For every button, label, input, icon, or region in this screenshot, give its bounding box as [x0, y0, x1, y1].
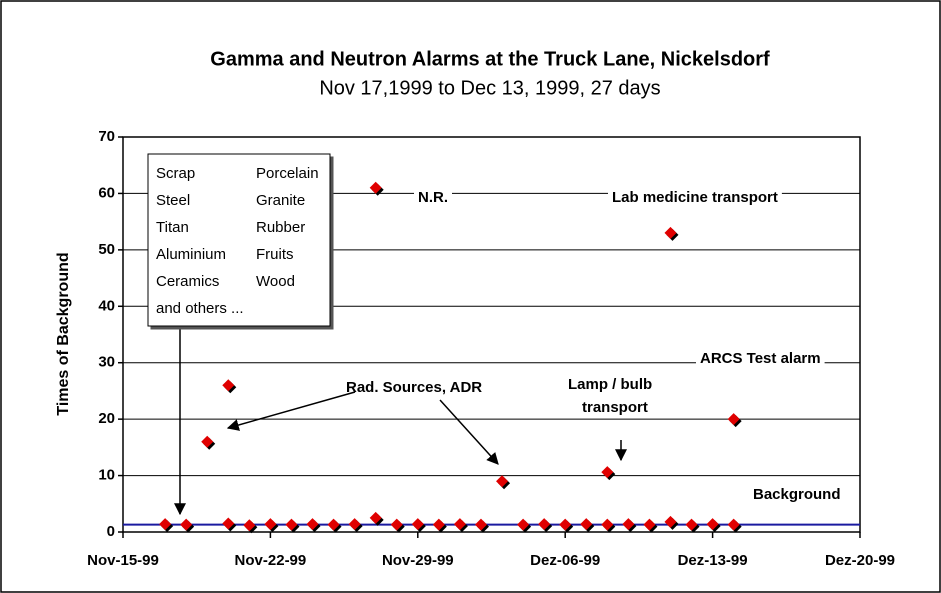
- point: [159, 518, 172, 531]
- annotation-bg: [414, 187, 452, 207]
- point: [180, 518, 193, 531]
- material: Rubber: [256, 219, 305, 236]
- point: [243, 519, 256, 532]
- point: [453, 518, 466, 531]
- x-tick-label: Dez-13-99: [678, 552, 748, 569]
- point: [348, 518, 361, 531]
- arrow: [226, 391, 356, 431]
- point: [264, 518, 277, 531]
- annotation-bg: [564, 374, 657, 394]
- material: Aluminium: [156, 246, 226, 263]
- y-tick-label: 10: [98, 467, 115, 484]
- annotation-bg: [578, 397, 652, 417]
- annotation: Rad. Sources, ADR: [346, 379, 482, 396]
- point: [432, 518, 445, 531]
- point: [369, 181, 382, 194]
- point: [727, 413, 740, 426]
- material: Ceramics: [156, 273, 219, 290]
- point: [559, 518, 572, 531]
- annotation: transport: [582, 399, 648, 416]
- annotation: Lamp / bulb: [568, 376, 652, 393]
- material: Granite: [256, 192, 305, 209]
- point: [369, 511, 382, 524]
- point: [496, 475, 509, 488]
- materials-box: [147, 153, 331, 327]
- y-tick-label: 20: [98, 410, 115, 427]
- point: [664, 226, 677, 239]
- x-tick-label: Nov-15-99: [87, 552, 159, 569]
- point: [411, 518, 424, 531]
- annotation-bg: [749, 484, 845, 504]
- point: [474, 518, 487, 531]
- x-tick-label: Dez-06-99: [530, 552, 600, 569]
- point: [601, 466, 614, 479]
- y-tick-label: 50: [98, 241, 115, 258]
- point: [306, 518, 319, 531]
- x-tick-label: Dez-20-99: [825, 552, 895, 569]
- point: [222, 517, 235, 530]
- materials-list: Scrap Porcelain Steel Granite Titan Rubber Alu…: [156, 165, 319, 317]
- marks: [123, 181, 860, 534]
- point: [538, 518, 551, 531]
- annotation-bg: [608, 187, 782, 207]
- annotation: Background: [753, 486, 841, 503]
- y-tick-label: 70: [98, 128, 115, 145]
- point: [706, 518, 719, 531]
- annotation-bg: [696, 348, 825, 368]
- annotation: Lab medicine transport: [612, 189, 778, 206]
- point: [390, 518, 403, 531]
- material: Titan: [156, 219, 189, 236]
- point: [685, 518, 698, 531]
- x-tick-label: Nov-22-99: [235, 552, 307, 569]
- point: [727, 518, 740, 531]
- annotation: ARCS Test alarm: [700, 350, 821, 367]
- point: [664, 515, 677, 528]
- material: Scrap: [156, 165, 195, 182]
- material: Steel: [156, 192, 190, 209]
- material: Wood: [256, 273, 295, 290]
- point: [601, 518, 614, 531]
- y-tick-label: 40: [98, 297, 115, 314]
- point: [643, 518, 656, 531]
- point: [580, 518, 593, 531]
- chart-title: Gamma and Neutron Alarms at the Truck La…: [210, 48, 770, 70]
- point: [327, 518, 340, 531]
- point: [222, 379, 235, 392]
- material: and others ...: [156, 300, 244, 317]
- point: [285, 518, 298, 531]
- point: [201, 435, 214, 448]
- y-tick-label: 60: [98, 184, 115, 201]
- chart-subtitle: Nov 17,1999 to Dec 13, 1999, 27 days: [319, 77, 660, 99]
- plot-frame: [122, 136, 861, 533]
- arrow: [439, 399, 499, 465]
- material: Porcelain: [256, 165, 319, 182]
- annotation: N.R.: [418, 189, 448, 206]
- y-axis-label: Times of Background: [55, 252, 72, 415]
- point: [622, 518, 635, 531]
- annotation-bg: [342, 377, 487, 397]
- y-tick-label: 0: [107, 523, 115, 540]
- y-tick-label: 30: [98, 354, 115, 371]
- point: [517, 518, 530, 531]
- material: Fruits: [256, 246, 294, 263]
- x-tick-label: Nov-29-99: [382, 552, 454, 569]
